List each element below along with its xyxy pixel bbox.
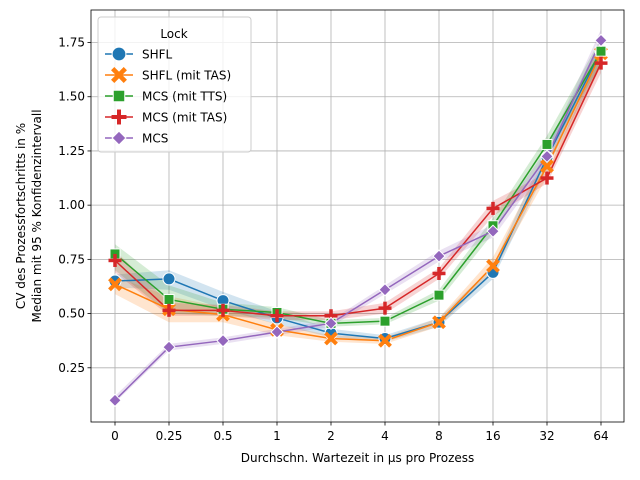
legend-items: SHFL SHFL (mit TAS) MCS (mit TTS) MCS (mit … — [105, 46, 231, 146]
y-tick-label: 0.75 — [58, 252, 85, 266]
y-tick-label: 0.50 — [58, 307, 85, 321]
legend: Lock SHFL SHFL (mit TAS) MCS (mit TTS) MCS … — [97, 16, 252, 153]
legend-label: SHFL (mit TAS) — [142, 69, 231, 83]
x-tick-label: 8 — [435, 429, 443, 443]
data-point-shfl — [162, 272, 176, 286]
legend-marker — [111, 67, 127, 83]
data-point-mcs-mit-tas — [486, 201, 500, 215]
data-point-mcs-mit-tts — [595, 45, 607, 57]
legend-item-mcs: MCS — [105, 130, 168, 146]
x-axis-label: Durchschn. Wartezeit in µs pro Prozess — [241, 451, 475, 465]
data-point-mcs-mit-tas — [216, 303, 230, 317]
y-tick-label: 1.00 — [58, 198, 85, 212]
y-tick-label: 1.25 — [58, 144, 85, 158]
x-axis-ticks: 0 0.25 0.5 1 2 4 8 16 32 64 — [111, 422, 609, 443]
x-tick-label: 64 — [593, 429, 608, 443]
legend-label: MCS (mit TAS) — [142, 111, 227, 125]
data-point-mcs-mit-tas — [432, 266, 446, 280]
x-tick-label: 4 — [381, 429, 389, 443]
x-marker-stroke — [486, 258, 500, 273]
x-tick-label: 32 — [539, 429, 554, 443]
data-point-mcs-mit-tas — [594, 56, 608, 70]
x-tick-label: 0.5 — [213, 429, 232, 443]
data-point-mcs — [540, 149, 554, 164]
y-axis-ticks: 0.25 0.50 0.75 1.00 1.25 1.50 1.75 — [58, 36, 91, 375]
legend-item-mcs-mit-tas: MCS (mit TAS) — [105, 109, 227, 125]
x-marker-stroke — [111, 67, 127, 83]
y-axis-label-line-2: Median mit 95 % Konfidenzintervall — [30, 109, 44, 322]
series-line-mcs-mit-tts — [114, 50, 602, 325]
plot-frame — [90, 9, 625, 423]
data-point-mcs — [108, 393, 122, 408]
y-tick-label: 1.75 — [58, 36, 85, 50]
data-point-shfl-mit-tas — [432, 315, 446, 330]
x-marker-stroke — [540, 159, 554, 174]
data-point-mcs — [594, 33, 608, 48]
series-lines — [114, 40, 602, 401]
legend-title: Lock — [160, 27, 187, 41]
series-markers — [108, 33, 608, 408]
x-marker-stroke — [108, 277, 122, 292]
data-point-mcs-mit-tas — [378, 301, 392, 315]
legend-item-mcs-mit-tts: MCS (mit TTS) — [105, 90, 227, 104]
x-tick-label: 2 — [327, 429, 335, 443]
data-point-shfl-mit-tas — [540, 159, 554, 174]
y-tick-label: 0.25 — [58, 361, 85, 375]
data-point-mcs-mit-tts — [541, 138, 553, 150]
x-tick-label: 1 — [273, 429, 281, 443]
data-point-shfl-mit-tas — [378, 333, 392, 348]
legend-marker — [111, 109, 127, 125]
legend-label: SHFL — [142, 48, 173, 62]
legend-label: MCS (mit TTS) — [142, 90, 227, 104]
x-tick-label: 0 — [111, 429, 119, 443]
legend-item-shfl-mit-tas: SHFL (mit TAS) — [105, 67, 231, 83]
x-marker-stroke — [378, 333, 392, 348]
series-line-mcs — [114, 40, 602, 401]
series-line-shfl-mit-tas — [114, 53, 602, 342]
data-point-mcs — [324, 316, 338, 331]
data-point-shfl-mit-tas — [108, 277, 122, 292]
x-tick-label: 0.25 — [156, 429, 183, 443]
legend-label: MCS — [142, 132, 168, 146]
data-point-mcs-mit-tts — [163, 293, 175, 305]
data-point-shfl-mit-tas — [324, 331, 338, 346]
x-tick-label: 16 — [485, 429, 500, 443]
data-point-mcs-mit-tas — [108, 253, 122, 267]
legend-marker — [112, 89, 126, 103]
grid — [91, 10, 624, 422]
x-marker-stroke — [432, 315, 446, 330]
data-point-mcs — [432, 249, 446, 263]
y-tick-label: 1.50 — [58, 90, 85, 104]
legend-marker — [111, 130, 127, 146]
data-point-mcs — [270, 325, 284, 339]
data-point-mcs-mit-tas — [540, 171, 554, 185]
data-point-shfl-mit-tas — [486, 258, 500, 273]
legend-marker — [111, 46, 127, 62]
data-point-mcs — [216, 333, 230, 348]
y-axis-label-line-1: CV des Prozessfortschritts in % — [14, 123, 28, 309]
data-point-mcs — [162, 340, 176, 354]
data-point-mcs — [378, 283, 392, 297]
data-point-mcs-mit-tts — [379, 315, 391, 327]
data-point-mcs-mit-tas — [162, 303, 176, 317]
x-marker-stroke — [324, 331, 338, 346]
legend-box — [97, 16, 252, 153]
legend-item-shfl: SHFL — [105, 46, 173, 62]
data-point-mcs — [486, 224, 500, 238]
data-point-mcs-mit-tas — [270, 309, 284, 323]
data-point-mcs-mit-tts — [433, 289, 445, 301]
